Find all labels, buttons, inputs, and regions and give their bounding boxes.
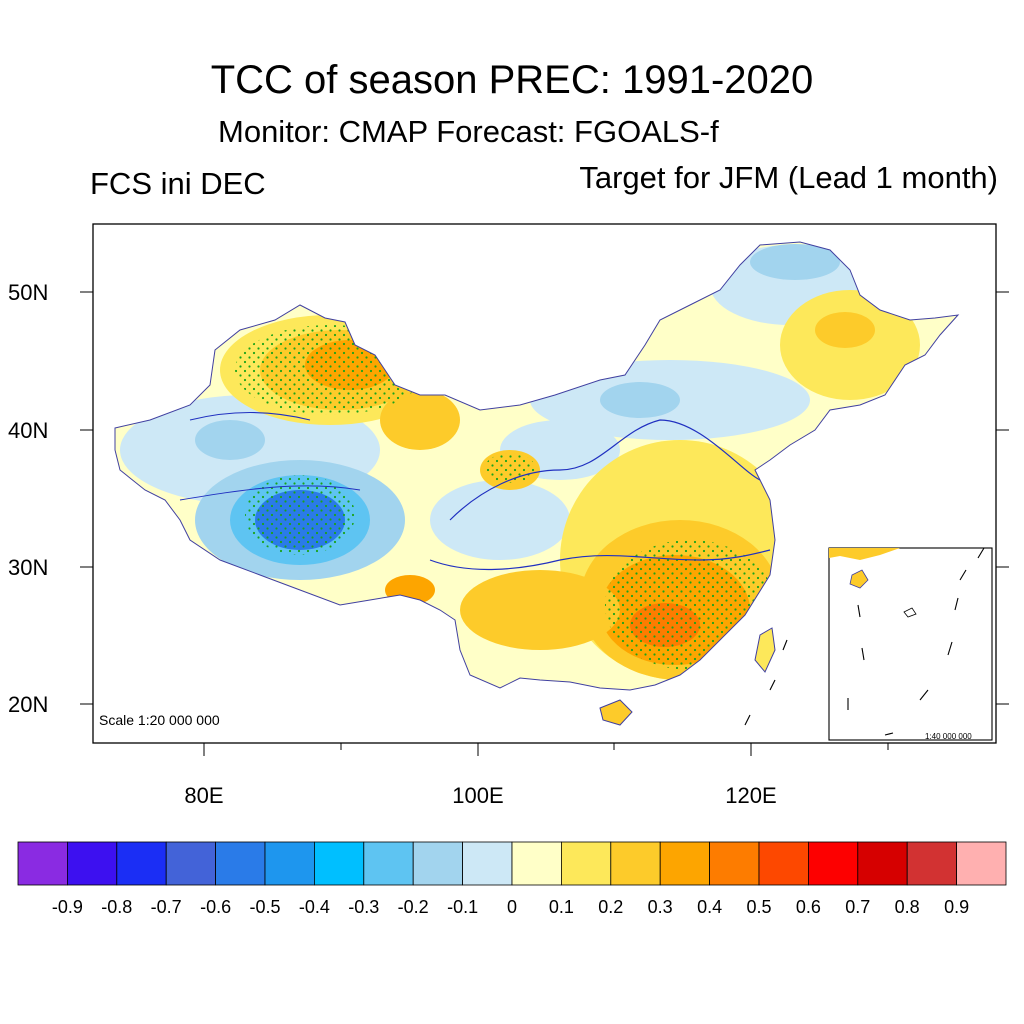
lat-label-20n: 20N: [8, 692, 48, 717]
tarim-river: [189, 411, 311, 421]
colorbar-swatch: [956, 841, 1007, 886]
colorbar-swatch: [165, 841, 216, 886]
colorbar-tick-label: -0.2: [398, 897, 429, 917]
china-outline: [114, 241, 960, 691]
colorbar-tick-label: -0.1: [447, 897, 478, 917]
colorbar-tick-label: 0.9: [944, 897, 969, 917]
colorbar-tick-label: -0.6: [200, 897, 231, 917]
colorbar-swatch: [313, 841, 365, 886]
colorbar-swatch: [116, 841, 167, 886]
colorbar-tick-label: 0.7: [845, 897, 870, 917]
colorbar-tick-label: -0.9: [52, 897, 83, 917]
lon-label-100e: 100E: [452, 783, 503, 808]
lat-label-50n: 50N: [8, 280, 48, 305]
plot-subtitle: Monitor: CMAP Forecast: FGOALS-f: [218, 114, 719, 149]
forecast-init-label: FCS ini DEC: [90, 166, 266, 201]
inset-coast: [829, 548, 900, 560]
hainan-island: [599, 699, 633, 726]
colorbar-tick-label: -0.5: [249, 897, 280, 917]
yangtze-river: [429, 549, 771, 571]
target-season-label: Target for JFM (Lead 1 month): [579, 160, 998, 195]
colorbar-tick-label: -0.7: [151, 897, 182, 917]
scale-main-label: Scale 1:20 000 000: [99, 712, 220, 728]
river-west: [179, 485, 361, 501]
colorbar-tick-label: -0.8: [101, 897, 132, 917]
main-map-dashes: [744, 639, 788, 726]
taiwan-island: [754, 627, 776, 673]
colorbar-swatch: [561, 841, 612, 886]
colorbar-swatch: [758, 841, 809, 886]
colorbar-swatch: [610, 841, 661, 886]
lat-label-30n: 30N: [8, 555, 48, 580]
colorbar-tick-label: -0.3: [348, 897, 379, 917]
nine-dash-line: [847, 547, 985, 736]
lon-label-80e: 80E: [184, 783, 223, 808]
colorbar-swatch: [215, 841, 266, 886]
inset-hainan: [849, 569, 869, 589]
colorbar-labels: -0.9 -0.8 -0.7 -0.6 -0.5 -0.4 -0.3 -0.2 -0.1 0 0.1…: [52, 897, 969, 917]
colorbar-tick-label: 0.4: [697, 897, 722, 917]
colorbar-swatch: [709, 841, 760, 886]
colorbar-tick-label: 0.8: [895, 897, 920, 917]
colorbar-swatch: [511, 841, 562, 886]
lon-ticks: [203, 743, 889, 756]
colorbar-swatch: [808, 841, 859, 886]
colorbar-tick-label: 0: [507, 897, 517, 917]
colorbar: [17, 841, 1007, 886]
colorbar-swatch: [857, 841, 908, 886]
colorbar-tick-label: 0.1: [549, 897, 574, 917]
colorbar-tick-label: 0.5: [746, 897, 771, 917]
yellow-river: [449, 419, 761, 521]
colorbar-swatch: [264, 841, 315, 886]
inset-islands: [903, 607, 917, 618]
colorbar-swatch: [462, 841, 513, 886]
colorbar-swatch: [659, 841, 711, 886]
colorbar-swatch: [363, 841, 414, 886]
colorbar-tick-label: 0.2: [598, 897, 623, 917]
colorbar-tick-label: 0.6: [796, 897, 821, 917]
scale-inset-label: 1:40 000 000: [925, 732, 972, 741]
lat-ticks: [80, 291, 1009, 705]
colorbar-swatch: [17, 841, 68, 886]
lon-label-120e: 120E: [725, 783, 776, 808]
colorbar-swatch: [67, 841, 118, 886]
colorbar-swatch: [906, 841, 958, 886]
plot-title: TCC of season PREC: 1991-2020: [210, 58, 814, 102]
colorbar-swatch: [412, 841, 464, 886]
colorbar-tick-label: -0.4: [299, 897, 330, 917]
lat-label-40n: 40N: [8, 418, 48, 443]
colorbar-tick-label: 0.3: [648, 897, 673, 917]
